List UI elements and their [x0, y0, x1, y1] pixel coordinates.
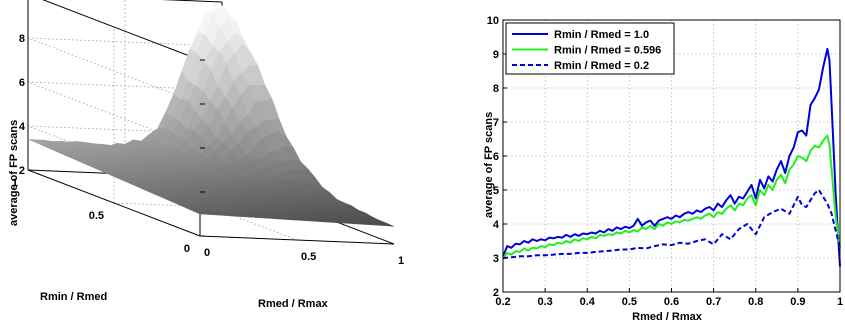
x-tick-label: 0.4 [580, 296, 596, 308]
box-edge [42, 0, 201, 61]
x-tick-label: 1 [398, 255, 404, 267]
z-tick-label: 8 [19, 33, 25, 45]
y-tick-label: 2 [493, 287, 499, 299]
x-tick-label: 0.3 [537, 296, 552, 308]
surface-mesh [27, 5, 395, 227]
legend-label-2: Rmin / Rmed = 0.2 [554, 60, 649, 72]
x-tick-label: 0.6 [664, 296, 679, 308]
z-tick-label: 2 [19, 165, 25, 177]
y-tick-label: 6 [493, 151, 499, 163]
y-tick-label: 9 [493, 49, 499, 61]
legend-label-0: Rmin / Rmed = 1.0 [554, 29, 649, 41]
legend-label-1: Rmin / Rmed = 0.596 [554, 45, 661, 57]
surface-ylabel: Rmin / Rmed [40, 291, 107, 303]
surface-xlabel: Rmed / Rmax [258, 298, 329, 310]
x-tick-label: 0.2 [495, 296, 510, 308]
box-edge [199, 235, 395, 245]
y-tick-label: 1 [12, 177, 18, 189]
y-tick-label: 0 [184, 243, 190, 255]
y-tick-label: 4 [493, 219, 500, 231]
line-chart-series [502, 47, 841, 267]
z-tick-label: 6 [19, 77, 25, 89]
line-chart-frame [502, 19, 841, 293]
x-tick-label: 1 [837, 296, 843, 308]
x-tick-label: 0 [204, 247, 210, 259]
line-chart-ticks: 0.2 0.3 0.4 0.5 0.6 0.7 0.8 0.9 1 2 3 4 5 6 7 8 9 10 [487, 15, 843, 308]
z-tick-label: 10 [13, 0, 25, 1]
series-line-1 [502, 134, 841, 259]
line-chart-xlabel: Rmed / Rmax [632, 311, 703, 323]
surface-zlabel: average of FP scans [8, 120, 20, 226]
y-tick-label: 8 [493, 83, 499, 95]
x-tick-label: 0.9 [790, 296, 805, 308]
x-tick-label: 0.7 [706, 296, 721, 308]
x-tick-label: 0.5 [622, 296, 637, 308]
y-tick-label: 7 [493, 117, 499, 129]
surface-patch [192, 210, 209, 215]
x-tick-label: 0.5 [301, 251, 316, 263]
y-tick-label: 10 [487, 15, 499, 27]
y-tick-label: 0.5 [89, 210, 104, 222]
box-edge [27, 169, 201, 237]
line-chart-ylabel: average of FP scans [483, 112, 495, 218]
z-tick-label: 4 [19, 121, 26, 133]
legend: Rmin / Rmed = 1.0 Rmin / Rmed = 0.596 Rmin… [505, 22, 675, 75]
series-line-0 [502, 47, 841, 267]
y-tick-label: 3 [493, 253, 499, 265]
line-chart: 0.2 0.3 0.4 0.5 0.6 0.7 0.8 0.9 1 2 3 4 5 6 7 8 9 10 Rmin… [483, 15, 843, 323]
y-tick-label: 5 [493, 185, 499, 197]
x-tick-label: 0.8 [748, 296, 763, 308]
box-edge [161, 0, 223, 3]
